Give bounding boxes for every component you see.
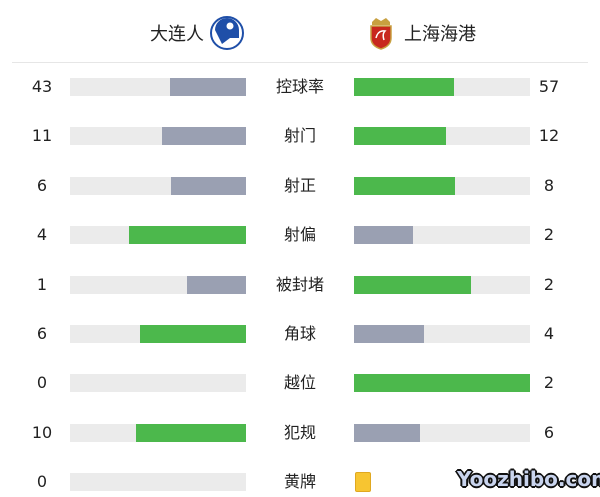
stat-label: 角球 — [283, 324, 316, 343]
home-value: 43 — [31, 77, 53, 96]
home-bar-track — [70, 127, 246, 146]
away-bar-track — [354, 275, 530, 294]
shanghai-port-logo-icon — [370, 18, 392, 50]
watermark: Yoozhibo.com — [457, 467, 600, 491]
home-value: 6 — [36, 175, 48, 195]
home-bar-track — [70, 423, 246, 442]
dalian-logo-icon — [210, 16, 244, 50]
stat-label: 犯规 — [283, 422, 316, 442]
home-bar-fill — [187, 275, 246, 294]
stat-row: 11 射门 12 — [0, 124, 600, 148]
home-team[interactable]: 大连人 — [150, 16, 244, 50]
home-bar-track — [70, 325, 246, 343]
home-value: 4 — [36, 225, 48, 245]
home-bar-fill — [161, 127, 246, 146]
stat-label: 射正 — [283, 175, 316, 195]
away-bar-fill — [354, 325, 425, 343]
stat-row: 43 控球率 57 — [0, 75, 600, 99]
away-bar-fill — [354, 176, 455, 195]
home-bar-fill — [170, 176, 246, 195]
home-bar-track — [70, 78, 246, 96]
away-bar-fill — [354, 127, 446, 146]
header-divider — [12, 62, 588, 63]
home-value: 1 — [36, 274, 48, 294]
stat-label: 控球率 — [275, 77, 324, 96]
stat-row: 6 角球 4 — [0, 322, 600, 346]
away-value: 8 — [543, 175, 555, 195]
away-bar-fill — [354, 374, 530, 393]
home-bar-fill — [140, 325, 246, 343]
away-bar-track — [354, 374, 530, 393]
home-value: 11 — [31, 126, 53, 146]
stat-row: 1 被封堵 2 — [0, 273, 600, 297]
away-value: 6 — [543, 422, 555, 442]
home-bar-track — [70, 374, 246, 393]
stat-label: 越位 — [283, 373, 316, 393]
stat-label: 黄牌 — [283, 472, 316, 491]
stat-label: 射门 — [283, 126, 316, 146]
away-bar-track — [354, 127, 530, 146]
away-team[interactable]: 上海海港 — [364, 16, 476, 50]
away-value: 2 — [543, 225, 555, 245]
home-value: 10 — [31, 422, 53, 442]
away-bar-fill — [354, 275, 472, 294]
stat-row-yellow-cards: 0 黄牌 — [0, 470, 600, 494]
home-bar-track — [70, 473, 246, 491]
away-value: 2 — [543, 373, 555, 393]
away-value: 12 — [538, 126, 560, 146]
stat-row: 0 越位 2 — [0, 371, 600, 395]
home-value: 0 — [36, 373, 48, 393]
away-team-name: 上海海港 — [404, 24, 476, 45]
home-bar-fill — [170, 78, 246, 96]
away-bar-fill — [354, 78, 455, 96]
away-bar-track — [354, 325, 530, 343]
away-bar-track — [354, 423, 530, 442]
stat-label: 射偏 — [283, 225, 316, 245]
home-bar-track — [70, 176, 246, 195]
away-value: 2 — [543, 274, 555, 294]
home-bar-track — [70, 275, 246, 294]
away-bar-track — [354, 78, 530, 96]
away-bar-track — [354, 176, 530, 195]
stat-label: 被封堵 — [275, 274, 324, 294]
home-bar-fill — [128, 226, 246, 245]
home-bar-fill — [136, 423, 246, 442]
away-value: 4 — [543, 324, 555, 343]
away-bar-fill — [354, 226, 413, 245]
stat-row: 10 犯规 6 — [0, 421, 600, 445]
away-value: 57 — [538, 77, 560, 96]
away-bar-track — [354, 226, 530, 245]
away-bar-fill — [354, 423, 420, 442]
home-value: 6 — [36, 324, 48, 343]
yellow-card-icon — [355, 472, 371, 492]
match-header: 大连人 上海海港 — [0, 0, 600, 62]
stat-row: 6 射正 8 — [0, 174, 600, 198]
home-bar-track — [70, 226, 246, 245]
stat-row: 4 射偏 2 — [0, 223, 600, 247]
home-yellow-cards: 0 — [36, 472, 48, 491]
home-team-name: 大连人 — [150, 24, 204, 45]
